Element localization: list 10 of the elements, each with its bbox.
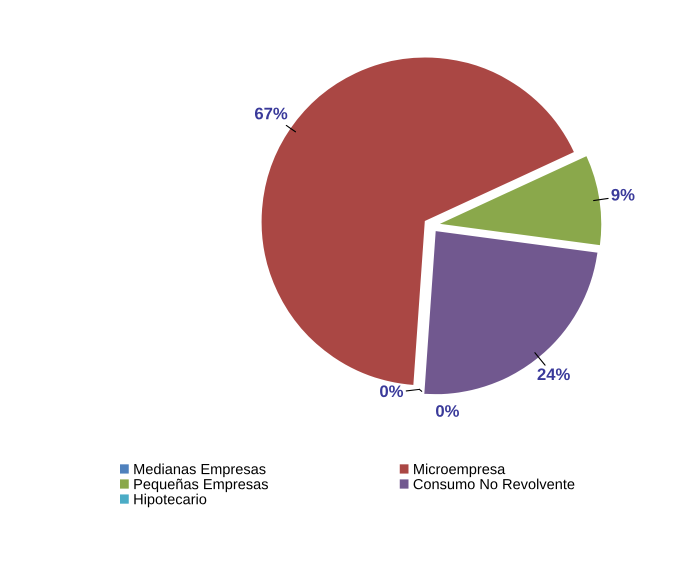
legend-label: Microempresa [414,464,506,478]
legend-label: Consumo No Revolvente [414,478,574,490]
data-label: 24% [538,368,570,380]
legend-label: Hipotecario [134,494,206,508]
data-label: 9% [611,188,635,201]
legend-label: Medianas Empresas [134,464,266,478]
data-label: 67% [254,108,288,120]
text: 0% [380,385,404,398]
legend-label: Pequeñas Empresas [134,478,268,492]
text: 0% [436,405,459,417]
